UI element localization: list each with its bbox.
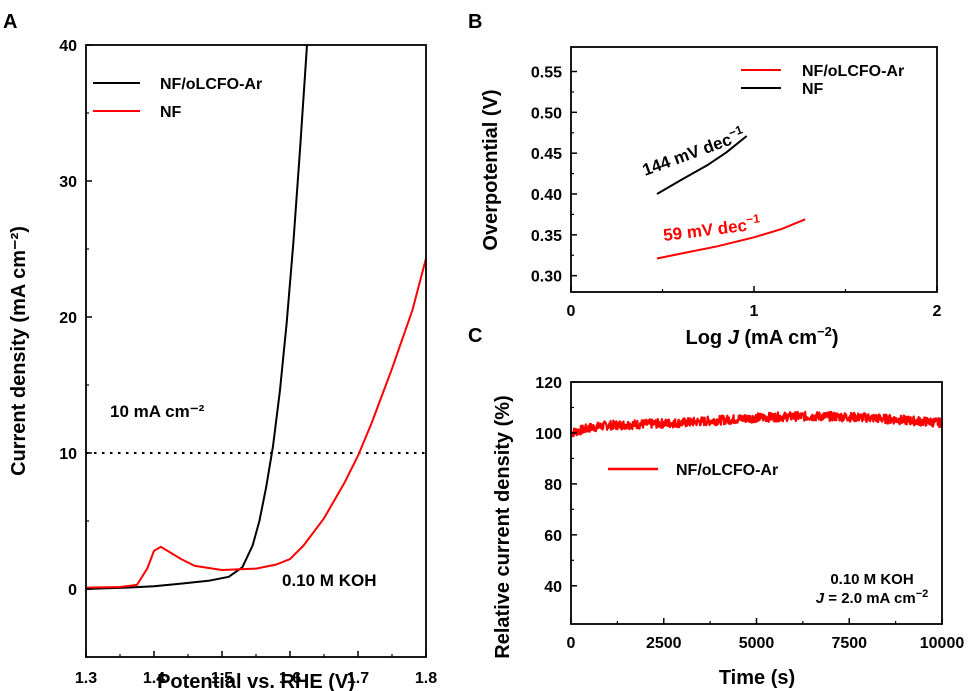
legend-label-nf: NF: [160, 104, 182, 121]
y-tick-label: 0.45: [531, 146, 562, 163]
series-line-nf: [656, 135, 748, 195]
y-tick-label: 30: [59, 174, 77, 191]
legend-label-nf-olcfo-ar: NF/oLCFO-Ar: [160, 76, 262, 93]
y-tick-label: 0.30: [531, 269, 562, 286]
panel-letter-c: C: [468, 325, 482, 347]
y-tick-label: 60: [544, 528, 562, 545]
annotation-current-c: J = 2.0 mA cm−2: [816, 588, 928, 607]
x-axis-title-a: Potential vs. RHE (V): [157, 671, 355, 691]
plot-frame-a: [85, 44, 427, 658]
series-line-nf: [86, 258, 426, 589]
x-tick-label: 7500: [831, 635, 867, 652]
x-tick-label: 1.6: [279, 670, 301, 687]
y-tick-label: 20: [59, 310, 77, 327]
x-tick-label: 0: [567, 303, 576, 320]
x-axis-title-b: Log J (mA cm−2): [685, 324, 838, 349]
x-tick-label: 1.4: [143, 670, 165, 687]
x-axis-title-c: Time (s): [719, 667, 795, 689]
panel-a: A 1.3 1.4 1.5 1.6 1.7 1.8 0 10 20 30 40 Potential …: [3, 11, 437, 691]
x-tick-label: 1.7: [347, 670, 369, 687]
x-tick-label: 10000: [920, 635, 965, 652]
x-tick-label: 2500: [646, 635, 682, 652]
panel-b: B 0 1 2 0.30 0.35 0.40 0.45 0.50 0.55 Log J (mA …: [468, 11, 942, 349]
series-line-nf-olcfo-ar: [656, 218, 806, 260]
y-tick-label: 10: [59, 446, 77, 463]
x-tick-label: 5000: [739, 635, 775, 652]
y-tick-label: 80: [544, 477, 562, 494]
annotation-electrolyte-a: 0.10 M KOH: [282, 571, 376, 590]
y-tick-label: 0.35: [531, 228, 562, 245]
y-tick-label: 40: [544, 579, 562, 596]
annotation-tafel-nf: 144 mV dec−1: [639, 122, 748, 179]
legend-c: NF/oLCFO-Ar: [608, 462, 778, 479]
x-tick-label: 0: [567, 635, 576, 652]
legend-b: NF/oLCFO-Ar NF: [741, 63, 904, 98]
y-tick-label: 0.55: [531, 65, 562, 82]
x-tick-label: 2: [933, 303, 942, 320]
panel-letter-b: B: [468, 11, 482, 33]
annotation-electrolyte-c: 0.10 M KOH: [830, 571, 913, 588]
x-tick-label: 1: [750, 303, 759, 320]
x-tick-label: 1.5: [211, 670, 233, 687]
plot-frame-b: [570, 46, 938, 293]
y-tick-label: 0.40: [531, 187, 562, 204]
y-tick-label: 100: [535, 426, 562, 443]
x-tick-label: 1.3: [75, 670, 97, 687]
series-line-nf-olcfo-ar: [86, 45, 308, 590]
legend-label-b-nf: NF: [802, 81, 824, 98]
y-axis-title-c: Relative current density (%): [492, 395, 514, 658]
y-tick-label: 40: [59, 38, 77, 55]
y-tick-label: 0: [68, 582, 77, 599]
y-axis-title-b: Overpotential (V): [480, 89, 502, 250]
x-tick-label: 1.8: [415, 670, 437, 687]
y-tick-label: 120: [535, 375, 562, 392]
legend-label-b-nf-olcfo-ar: NF/oLCFO-Ar: [802, 63, 904, 80]
panel-letter-a: A: [3, 11, 17, 33]
panel-c: C 0 2500 5000 7500 10000 40 60 80 100 120 Time (s…: [468, 325, 964, 689]
annotation-10-ma: 10 mA cm⁻²: [110, 402, 205, 421]
series-line-nf-olcfo-ar: [570, 410, 943, 438]
legend-a: NF/oLCFO-Ar NF: [93, 76, 262, 121]
legend-label-c-nf-olcfo-ar: NF/oLCFO-Ar: [676, 462, 778, 479]
y-axis-title-a: Current density (mA cm⁻²): [8, 226, 30, 476]
y-tick-label: 0.50: [531, 105, 562, 122]
